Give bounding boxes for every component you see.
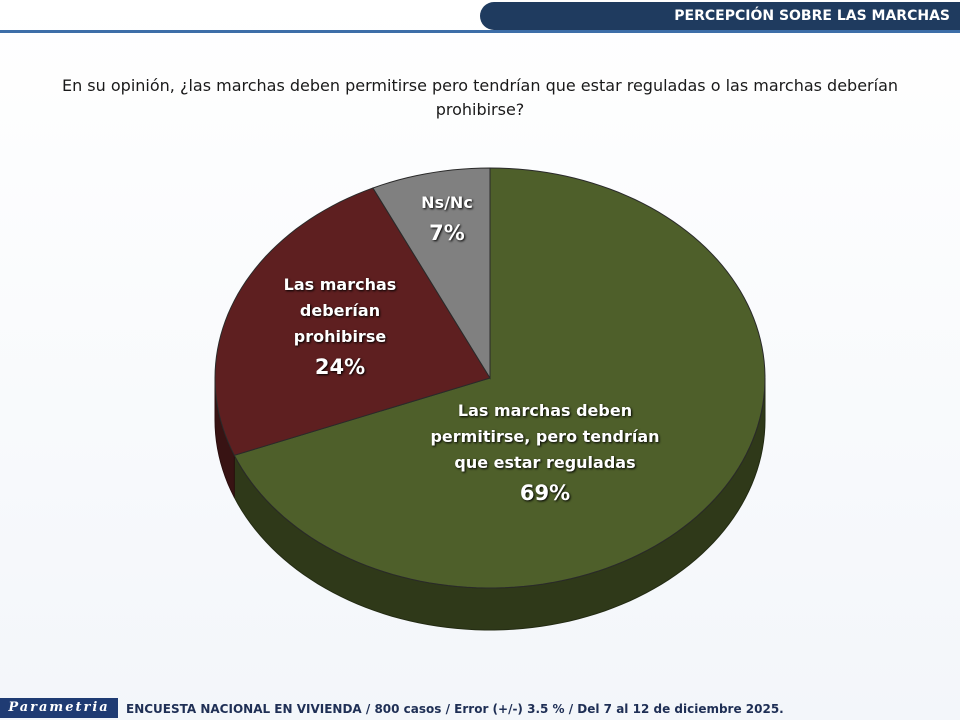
chart-title: En su opinión, ¿las marchas deben permit… (61, 76, 899, 119)
slice-label: Ns/Nc 7% (407, 190, 487, 246)
slice-name: Ns/Nc (421, 193, 473, 212)
pie-slice (233, 167, 766, 589)
slice-value: 69% (519, 481, 571, 505)
header-bar: PERCEPCIÓN SOBRE LAS MARCHAS (480, 2, 960, 30)
slice-value: 7% (429, 221, 465, 245)
slice-name: Las marchas deberían prohibirse (283, 275, 397, 346)
slice-label: Las marchas deberían prohibirse 24% (280, 272, 400, 380)
footer-note: ENCUESTA NACIONAL EN VIVIENDA / 800 caso… (126, 702, 784, 716)
slice-name: Las marchas deben permitirse, pero tendr… (430, 401, 660, 472)
slice-label: Las marchas deben permitirse, pero tendr… (425, 398, 665, 506)
header-title: PERCEPCIÓN SOBRE LAS MARCHAS (674, 8, 950, 24)
pie-slice (214, 187, 491, 456)
header-line (0, 30, 960, 33)
pie-slice (372, 167, 491, 380)
slice-value: 24% (314, 355, 366, 379)
logo: Parametria (0, 698, 118, 718)
